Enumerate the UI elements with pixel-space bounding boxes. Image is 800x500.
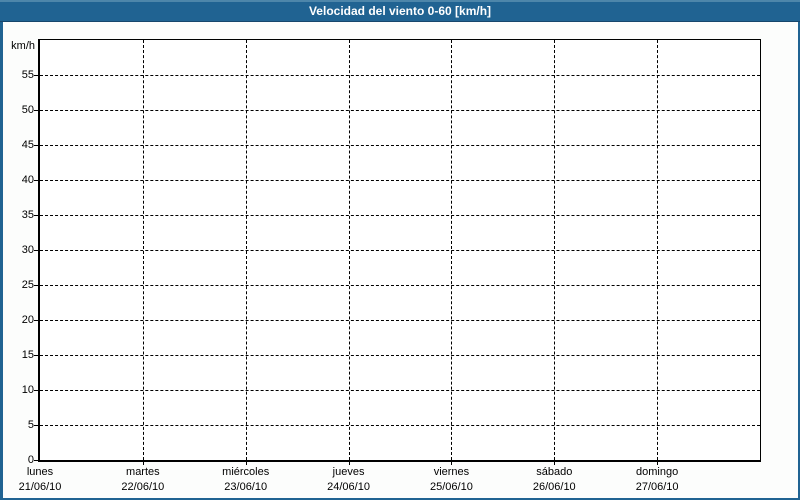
x-grid-line xyxy=(348,40,350,460)
x-grid-line xyxy=(657,40,659,460)
y-grid-line xyxy=(40,180,760,181)
x-date-label: 24/06/10 xyxy=(327,481,370,493)
x-date-label: 27/06/10 xyxy=(635,481,679,493)
x-tick xyxy=(451,462,453,465)
y-tick xyxy=(34,145,38,146)
x-day-label: lunes xyxy=(26,466,54,478)
y-axis-unit-label: km/h xyxy=(11,40,35,52)
y-tick-label: 25 xyxy=(21,279,34,291)
y-tick xyxy=(34,425,38,426)
y-grid-line xyxy=(40,390,760,391)
y-tick xyxy=(34,390,38,391)
y-tick-label: 35 xyxy=(21,209,34,221)
x-date-label: 22/06/10 xyxy=(121,481,165,493)
y-tick xyxy=(34,285,38,286)
y-tick xyxy=(34,75,38,76)
y-grid-line xyxy=(40,110,760,111)
y-tick xyxy=(34,180,38,181)
x-date-label: 25/06/10 xyxy=(430,481,473,493)
x-tick xyxy=(348,462,350,465)
x-day-label: miércoles xyxy=(222,466,270,478)
y-tick-label: 10 xyxy=(21,384,34,396)
y-tick-label: 30 xyxy=(21,244,34,256)
x-tick xyxy=(245,462,247,465)
x-grid-line xyxy=(554,40,556,460)
x-tick xyxy=(142,462,144,465)
y-grid-line xyxy=(40,75,760,76)
y-grid-line xyxy=(40,320,760,321)
y-tick xyxy=(34,460,38,461)
y-grid-line xyxy=(40,145,760,146)
y-tick-label: 40 xyxy=(21,174,34,186)
x-grid-line xyxy=(142,40,144,460)
y-grid-line xyxy=(40,355,760,356)
x-day-label: domingo xyxy=(636,466,679,478)
x-day-label: jueves xyxy=(332,466,365,478)
y-tick-label: 0 xyxy=(27,454,34,466)
y-grid-line xyxy=(40,285,760,286)
y-tick-label: 55 xyxy=(21,69,34,81)
x-date-label: 26/06/10 xyxy=(532,481,576,493)
y-tick-label: 45 xyxy=(21,139,34,151)
x-day-label: viernes xyxy=(433,466,470,478)
y-tick-label: 15 xyxy=(21,349,34,361)
y-grid-line xyxy=(40,215,760,216)
x-day-label: martes xyxy=(126,466,160,478)
x-date-label: 23/06/10 xyxy=(224,481,268,493)
y-tick-label: 50 xyxy=(21,104,34,116)
y-tick xyxy=(34,355,38,356)
y-grid-line xyxy=(40,425,760,426)
y-tick xyxy=(34,250,38,251)
y-tick xyxy=(34,320,38,321)
x-grid-line xyxy=(451,40,453,460)
x-tick xyxy=(554,462,556,465)
y-tick xyxy=(34,110,38,111)
titlebar: Velocidad del viento 0-60 [km/h] xyxy=(0,0,800,22)
y-grid-line xyxy=(40,250,760,251)
x-grid-line xyxy=(245,40,247,460)
plot-area xyxy=(38,39,761,462)
chart-title: Velocidad del viento 0-60 [km/h] xyxy=(308,4,492,18)
y-tick-label: 5 xyxy=(27,419,34,431)
x-date-label: 21/06/10 xyxy=(18,481,62,493)
x-tick xyxy=(657,462,659,465)
y-tick xyxy=(34,215,38,216)
y-tick-label: 20 xyxy=(21,314,34,326)
x-day-label: sábado xyxy=(536,466,573,478)
